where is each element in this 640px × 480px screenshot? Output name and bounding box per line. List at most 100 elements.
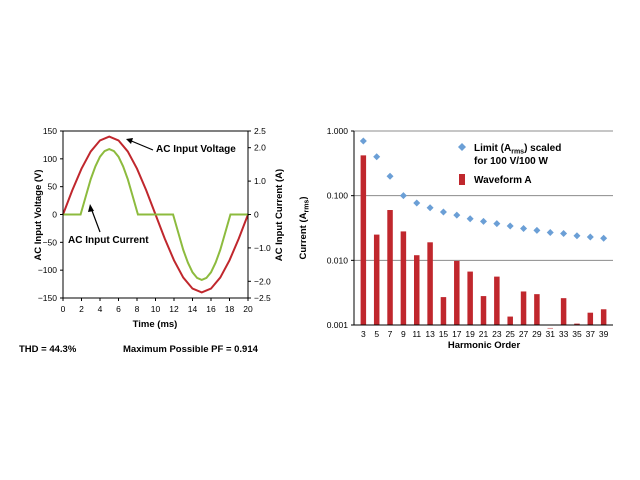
limit-marker bbox=[399, 192, 407, 200]
limit-marker bbox=[560, 229, 568, 237]
limit-marker bbox=[453, 211, 461, 219]
current-series-line bbox=[63, 147, 248, 282]
x-tick-label: 10 bbox=[151, 304, 161, 314]
harmonic-bar bbox=[467, 271, 473, 325]
waveform-y2-axis-title: AC Input Current (A) bbox=[274, 169, 285, 261]
current-annotation-arrow bbox=[90, 207, 101, 233]
harmonics-y-tick-label: 0.100 bbox=[327, 191, 349, 201]
legend-limit-label: Limit (Arms) scaled bbox=[474, 143, 561, 156]
x-tick-label: 4 bbox=[98, 304, 103, 314]
harmonics-x-tick-label: 31 bbox=[546, 329, 556, 339]
voltage-annotation-arrow bbox=[128, 139, 154, 151]
limit-marker bbox=[573, 232, 581, 240]
harmonic-bar bbox=[387, 210, 393, 325]
y2-tick-label: 0 bbox=[254, 210, 259, 220]
limit-marker bbox=[386, 172, 394, 180]
limit-marker bbox=[506, 222, 514, 230]
waveform-x-axis-title: Time (ms) bbox=[133, 319, 178, 330]
harmonics-x-axis-title: Harmonic Order bbox=[448, 340, 521, 351]
harmonics-x-tick-label: 29 bbox=[532, 329, 542, 339]
harmonics-x-tick-label: 23 bbox=[492, 329, 502, 339]
limit-marker bbox=[586, 233, 594, 241]
harmonic-bar bbox=[574, 323, 580, 325]
y2-tick-label: −1.0 bbox=[254, 243, 271, 253]
harmonic-bar bbox=[413, 255, 420, 325]
limit-marker bbox=[600, 234, 608, 242]
harmonics-x-tick-label: 25 bbox=[505, 329, 515, 339]
harmonics-y-axis-title: Current (Arms) bbox=[298, 197, 311, 260]
harmonic-bar bbox=[587, 312, 594, 325]
harmonic-bar bbox=[507, 316, 513, 325]
limit-marker bbox=[359, 137, 367, 145]
y-tick-label: 150 bbox=[43, 126, 57, 136]
limit-markers bbox=[359, 137, 608, 242]
current-arrow-head-icon bbox=[88, 204, 94, 212]
waveform-axes-ticks: 0 2 4 6 8 10 12 14 16 18 20 150 100 50 0 −50 −100 −150 2.5… bbox=[38, 126, 271, 314]
limit-marker bbox=[439, 208, 447, 216]
y-tick-label: −150 bbox=[38, 293, 57, 303]
y-tick-label: 50 bbox=[48, 182, 58, 192]
harmonics-legend: Limit (Arms) scaled for 100 V/100 W Wave… bbox=[458, 143, 561, 186]
harmonics-x-tick-label: 11 bbox=[412, 329, 421, 339]
harmonic-bar bbox=[360, 155, 367, 325]
y-tick-label: 100 bbox=[43, 154, 57, 164]
harmonics-x-tick-label: 15 bbox=[439, 329, 449, 339]
x-tick-label: 12 bbox=[169, 304, 179, 314]
y-tick-label: −50 bbox=[43, 237, 58, 247]
y2-tick-label: −2.5 bbox=[254, 293, 271, 303]
harmonics-x-tick-label: 5 bbox=[374, 329, 379, 339]
limit-marker bbox=[466, 215, 474, 223]
harmonics-x-tick-label: 19 bbox=[465, 329, 475, 339]
y2-tick-label: 2.0 bbox=[254, 143, 266, 153]
x-tick-label: 18 bbox=[225, 304, 235, 314]
legend-bar-swatch-icon bbox=[459, 174, 465, 185]
harmonics-x-tick-label: 39 bbox=[599, 329, 609, 339]
harmonics-x-tick-label: 35 bbox=[572, 329, 582, 339]
y-tick-label: −100 bbox=[38, 265, 57, 275]
limit-marker bbox=[520, 225, 528, 233]
harmonics-bars bbox=[360, 155, 607, 329]
legend-bar-label: Waveform A bbox=[474, 175, 532, 186]
x-tick-label: 2 bbox=[79, 304, 84, 314]
harmonic-bar bbox=[373, 234, 380, 325]
harmonic-bar bbox=[494, 276, 500, 325]
harmonics-x-tick-label: 27 bbox=[519, 329, 529, 339]
power-factor-label: Maximum Possible PF = 0.914 bbox=[123, 344, 259, 355]
x-tick-label: 20 bbox=[243, 304, 253, 314]
harmonics-y-tick-label: 0.010 bbox=[327, 255, 349, 265]
x-tick-label: 16 bbox=[206, 304, 216, 314]
harmonic-bar bbox=[560, 298, 567, 325]
harmonics-y-tick-label: 0.001 bbox=[327, 320, 349, 330]
y2-tick-label: −2.0 bbox=[254, 276, 271, 286]
harmonics-x-tick-label: 7 bbox=[388, 329, 393, 339]
y2-tick-label: 1.0 bbox=[254, 176, 266, 186]
harmonics-gridlines bbox=[354, 130, 613, 261]
y-tick-label: 0 bbox=[52, 210, 57, 220]
waveform-y-axis-title: AC Input Voltage (V) bbox=[33, 169, 44, 260]
current-annotation-label: AC Input Current bbox=[68, 235, 149, 246]
x-tick-label: 0 bbox=[61, 304, 66, 314]
harmonic-bar bbox=[600, 309, 607, 325]
limit-marker bbox=[413, 199, 421, 207]
limit-marker bbox=[480, 217, 487, 225]
voltage-arrow-head-icon bbox=[126, 138, 133, 144]
waveform-chart: 0 2 4 6 8 10 12 14 16 18 20 150 100 50 0 −50 −100 −150 2.5… bbox=[19, 126, 285, 355]
harmonics-x-tick-label: 9 bbox=[401, 329, 406, 339]
harmonics-x-tick-label: 17 bbox=[452, 329, 462, 339]
limit-marker bbox=[373, 153, 381, 161]
harmonics-x-tick-label: 33 bbox=[559, 329, 569, 339]
harmonic-bar bbox=[480, 296, 487, 325]
limit-marker bbox=[493, 220, 501, 228]
x-tick-label: 8 bbox=[135, 304, 140, 314]
legend-limit-label-line2: for 100 V/100 W bbox=[474, 156, 548, 167]
harmonics-x-tick-label: 3 bbox=[361, 329, 366, 339]
harmonic-bar bbox=[520, 291, 527, 325]
harmonic-bar bbox=[400, 231, 407, 325]
x-tick-label: 6 bbox=[116, 304, 121, 314]
harmonic-bar bbox=[454, 260, 460, 325]
voltage-annotation-label: AC Input Voltage bbox=[156, 144, 236, 155]
limit-marker bbox=[533, 226, 541, 234]
harmonics-y-tick-label: 1.000 bbox=[327, 126, 349, 136]
